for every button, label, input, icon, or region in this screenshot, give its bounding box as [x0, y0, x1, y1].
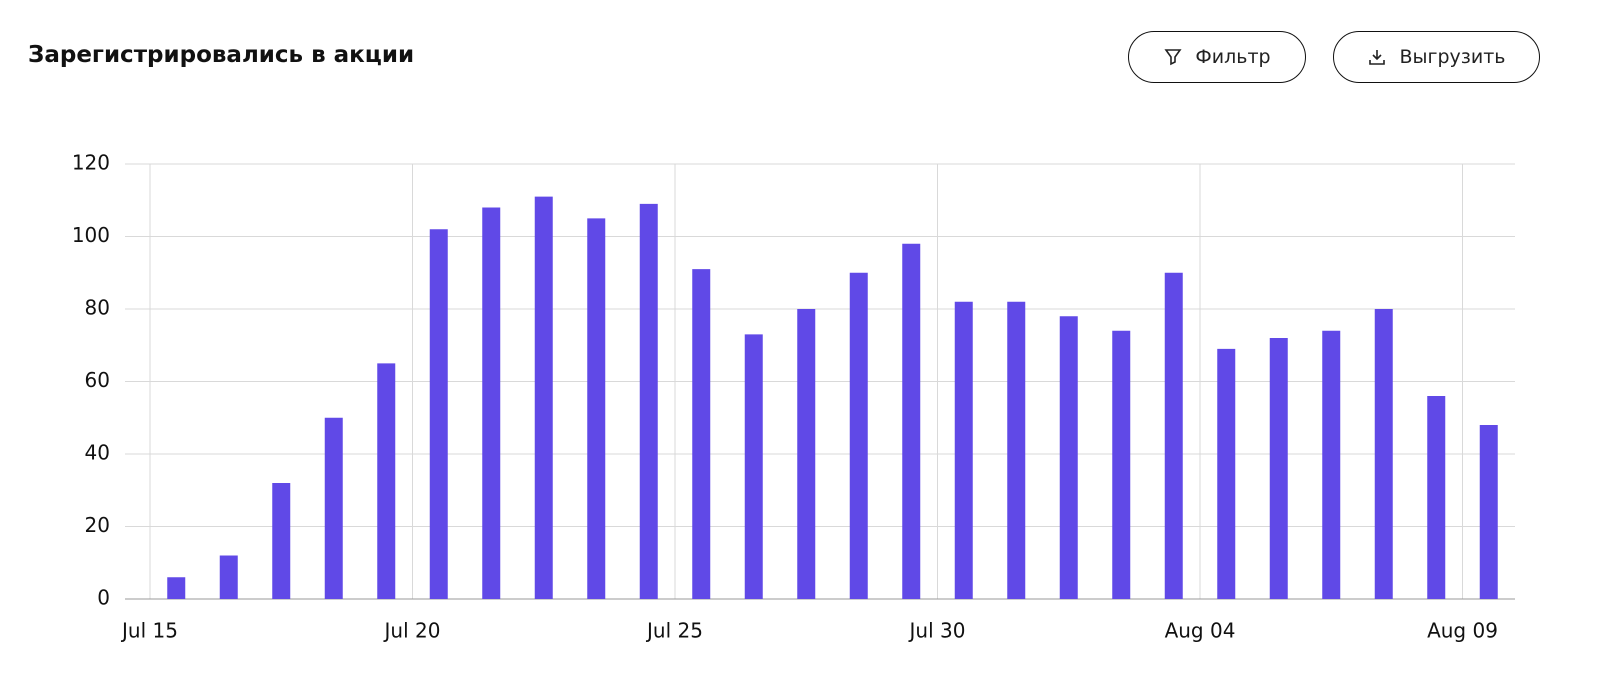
- filter-button[interactable]: Фильтр: [1128, 31, 1306, 83]
- bar: [167, 577, 186, 599]
- y-tick-label: 0: [97, 586, 110, 610]
- y-tick-label: 20: [85, 513, 110, 537]
- bar: [1007, 301, 1026, 599]
- x-tick-label: Jul 25: [645, 619, 703, 643]
- bar: [324, 417, 343, 599]
- y-tick-label: 80: [85, 296, 110, 320]
- bar: [1427, 396, 1446, 599]
- bar: [692, 269, 711, 599]
- bar: [902, 243, 921, 599]
- bar: [1112, 330, 1131, 599]
- bar: [1374, 309, 1393, 599]
- bar: [377, 363, 396, 599]
- x-tick-label: Jul 20: [383, 619, 441, 643]
- y-tick-label: 100: [72, 223, 110, 247]
- y-tick-label: 60: [85, 368, 110, 392]
- bar: [1269, 338, 1288, 599]
- bar: [482, 207, 501, 599]
- bar: [1322, 330, 1341, 599]
- bar: [639, 203, 658, 599]
- bar: [219, 555, 238, 599]
- bar: [797, 309, 816, 599]
- filter-label: Фильтр: [1195, 46, 1271, 68]
- bar: [534, 196, 553, 599]
- bar: [1059, 316, 1078, 599]
- bar: [1479, 425, 1498, 599]
- x-tick-label: Aug 09: [1427, 619, 1498, 643]
- bar: [429, 229, 448, 599]
- bar: [849, 272, 868, 599]
- export-icon: [1369, 50, 1386, 65]
- y-tick-label: 120: [72, 151, 110, 175]
- x-tick-label: Aug 04: [1165, 619, 1236, 643]
- bar: [1164, 272, 1183, 599]
- bar: [744, 334, 763, 599]
- x-tick-label: Jul 15: [120, 619, 178, 643]
- bar: [587, 218, 606, 599]
- y-tick-label: 40: [85, 441, 110, 465]
- export-label: Выгрузить: [1399, 46, 1506, 68]
- bar: [1217, 348, 1236, 599]
- title: Зарегистрировались в акции: [28, 42, 415, 68]
- bar: [954, 301, 973, 599]
- bar: [272, 483, 291, 599]
- filter-icon: [1164, 49, 1182, 66]
- x-tick-label: Jul 30: [908, 619, 966, 643]
- export-button[interactable]: Выгрузить: [1333, 31, 1540, 83]
